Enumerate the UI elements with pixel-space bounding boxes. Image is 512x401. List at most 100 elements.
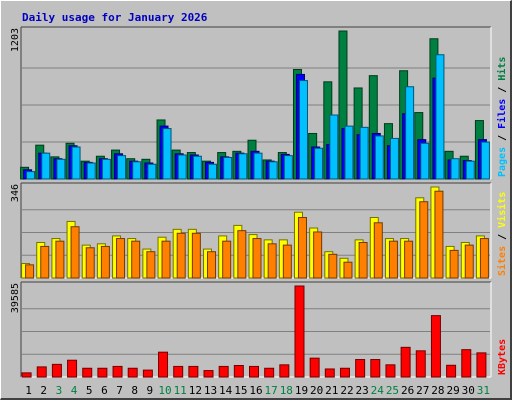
x-tick-label: 6 xyxy=(101,384,108,397)
bar-pages xyxy=(147,163,157,180)
bar-sites xyxy=(297,217,307,279)
x-tick-label: 21 xyxy=(325,384,338,397)
x-tick-label: 9 xyxy=(147,384,154,397)
bar-kbytes xyxy=(249,365,259,378)
panel-background xyxy=(21,282,491,377)
bar-sites xyxy=(85,247,95,279)
bar-pages xyxy=(71,146,81,180)
bar-kbytes xyxy=(142,369,153,378)
bar-pages xyxy=(101,158,111,180)
bar-kbytes xyxy=(446,364,457,378)
bar-kbytes xyxy=(430,315,441,378)
bar-pages xyxy=(56,158,66,180)
bar-kbytes xyxy=(51,363,62,378)
bar-kbytes xyxy=(82,367,93,378)
panel-legend: Sites / Visits xyxy=(496,192,508,276)
bar-pages xyxy=(162,128,172,180)
bar-kbytes xyxy=(21,372,32,378)
x-tick-label: 30 xyxy=(462,384,475,397)
bar-sites xyxy=(404,240,414,279)
bar-sites xyxy=(100,245,110,279)
x-tick-label: 28 xyxy=(431,384,444,397)
bar-kbytes xyxy=(36,366,47,378)
bar-sites xyxy=(358,241,368,279)
x-tick-label: 31 xyxy=(477,384,490,397)
bar-kbytes xyxy=(218,365,229,378)
bar-pages xyxy=(344,125,354,180)
bar-kbytes xyxy=(339,367,350,378)
bar-sites xyxy=(449,249,459,279)
bar-sites xyxy=(328,253,338,279)
bar-pages xyxy=(268,161,278,180)
x-tick-label: 24 xyxy=(371,384,385,397)
bar-kbytes xyxy=(309,357,320,378)
bar-kbytes xyxy=(173,365,184,378)
bar-sites xyxy=(116,238,126,279)
bar-kbytes xyxy=(370,359,381,378)
bar-kbytes xyxy=(385,364,396,378)
panel-max-label: 346 xyxy=(10,184,21,202)
bar-pages xyxy=(26,171,36,180)
x-tick-label: 16 xyxy=(249,384,262,397)
bar-pages xyxy=(450,158,460,180)
bar-sites xyxy=(131,240,141,279)
x-tick-label: 2 xyxy=(40,384,47,397)
bar-sites xyxy=(313,231,323,279)
chart-title: Daily usage for January 2026 xyxy=(22,11,208,24)
bar-kbytes xyxy=(415,350,426,378)
panel-hits: 1203 Pages / Files / Hits xyxy=(10,26,508,180)
bar-sites xyxy=(25,264,35,279)
x-tick-label: 22 xyxy=(340,384,353,397)
x-tick-label: 15 xyxy=(234,384,247,397)
bar-pages xyxy=(298,80,308,180)
bar-kbytes xyxy=(355,359,366,378)
bar-pages xyxy=(374,135,384,180)
bar-pages xyxy=(86,162,96,180)
x-tick-label: 25 xyxy=(386,384,399,397)
legend-visits: Visits xyxy=(496,192,508,228)
panel-visits: 346 Sites / Visits xyxy=(10,182,508,279)
x-tick-label: 5 xyxy=(86,384,93,397)
bar-sites xyxy=(176,232,186,279)
bar-sites xyxy=(419,201,429,279)
bar-pages xyxy=(223,156,233,180)
bar-pages xyxy=(41,152,51,180)
x-tick-label: 27 xyxy=(416,384,429,397)
bar-pages xyxy=(465,160,475,180)
bar-kbytes xyxy=(188,365,199,378)
bar-sites xyxy=(434,190,444,279)
x-tick-label: 17 xyxy=(265,384,278,397)
bar-pages xyxy=(238,153,248,180)
bar-kbytes xyxy=(324,368,335,378)
bar-pages xyxy=(405,86,415,180)
panel-max-label: 1203 xyxy=(10,28,21,52)
legend-files: Files xyxy=(496,99,508,129)
bar-kbytes xyxy=(233,365,244,378)
bar-kbytes xyxy=(112,365,123,378)
legend-kbytes: KBytes xyxy=(497,339,508,375)
panel-max-label: 39585 xyxy=(10,283,21,313)
bar-pages xyxy=(389,137,399,180)
bar-kbytes xyxy=(158,351,169,378)
legend-hits: Hits xyxy=(496,57,508,81)
bar-pages xyxy=(283,155,293,180)
bar-pages xyxy=(329,114,339,180)
bar-kbytes xyxy=(67,359,78,378)
bar-pages xyxy=(253,152,263,180)
x-tick-label: 1 xyxy=(25,384,32,397)
bar-kbytes xyxy=(476,352,487,378)
bar-sites xyxy=(222,240,232,279)
panel-kbytes: 39585 KBytes xyxy=(10,281,508,378)
bar-sites xyxy=(464,244,474,279)
panel-legend: Pages / Files / Hits xyxy=(496,57,508,177)
bar-pages xyxy=(177,154,187,180)
x-tick-label: 19 xyxy=(295,384,308,397)
bar-kbytes xyxy=(97,367,108,378)
bar-sites xyxy=(161,240,171,279)
bar-sites xyxy=(388,240,398,279)
bar-kbytes xyxy=(400,346,411,378)
bar-sites xyxy=(373,222,383,279)
bar-pages xyxy=(420,142,430,180)
bar-kbytes xyxy=(294,285,305,378)
